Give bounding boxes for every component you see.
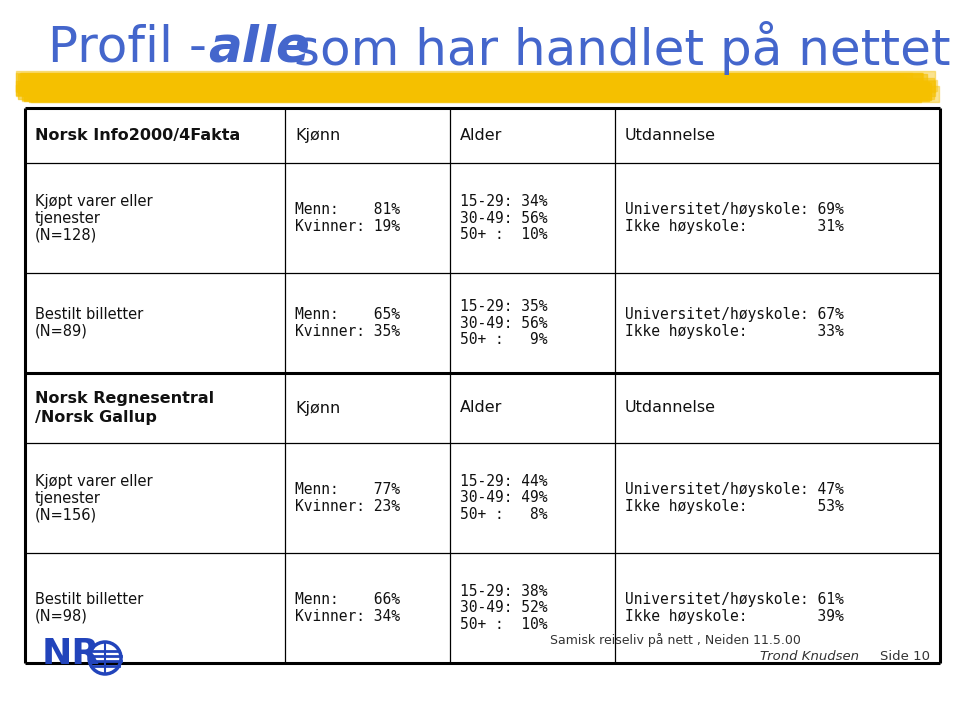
Text: 30-49: 49%: 30-49: 49% [460, 490, 547, 505]
Text: /Norsk Gallup: /Norsk Gallup [35, 410, 156, 425]
Text: Alder: Alder [460, 401, 502, 416]
Text: Kvinner: 19%: Kvinner: 19% [295, 219, 400, 234]
Text: Universitet/høyskole: 47%: Universitet/høyskole: 47% [625, 482, 844, 497]
Text: 15-29: 38%: 15-29: 38% [460, 584, 547, 599]
Text: Menn:    65%: Menn: 65% [295, 307, 400, 322]
Text: alle: alle [208, 24, 310, 72]
Text: Menn:    66%: Menn: 66% [295, 592, 400, 607]
Text: 50+ :  10%: 50+ : 10% [460, 617, 547, 633]
Text: 30-49: 52%: 30-49: 52% [460, 600, 547, 615]
Text: Trond Knudsen: Trond Knudsen [760, 650, 859, 663]
Text: som har handlet på nettet: som har handlet på nettet [278, 21, 950, 75]
Text: Norsk Info2000/4Fakta: Norsk Info2000/4Fakta [35, 128, 240, 143]
Text: Kjønn: Kjønn [295, 401, 340, 416]
Text: Kvinner: 23%: Kvinner: 23% [295, 499, 400, 514]
Text: Kjøpt varer eller: Kjøpt varer eller [35, 474, 153, 489]
Text: Norsk Regnesentral: Norsk Regnesentral [35, 391, 214, 406]
Text: NR: NR [42, 637, 100, 671]
Text: 50+ :   8%: 50+ : 8% [460, 508, 547, 522]
Text: (N=156): (N=156) [35, 508, 97, 522]
Text: Kjønn: Kjønn [295, 128, 340, 143]
Text: Ikke høyskole:        33%: Ikke høyskole: 33% [625, 324, 844, 339]
Text: Universitet/høyskole: 67%: Universitet/høyskole: 67% [625, 307, 844, 322]
Text: 30-49: 56%: 30-49: 56% [460, 315, 547, 330]
Text: 30-49: 56%: 30-49: 56% [460, 210, 547, 225]
Text: 15-29: 44%: 15-29: 44% [460, 474, 547, 489]
Text: Kvinner: 35%: Kvinner: 35% [295, 324, 400, 339]
Text: Profil -: Profil - [48, 24, 223, 72]
Text: Kjøpt varer eller: Kjøpt varer eller [35, 194, 153, 209]
Text: tjenester: tjenester [35, 210, 101, 225]
Text: Universitet/høyskole: 69%: Universitet/høyskole: 69% [625, 202, 844, 217]
Text: Menn:    77%: Menn: 77% [295, 482, 400, 497]
Text: Kvinner: 34%: Kvinner: 34% [295, 609, 400, 624]
Text: Ikke høyskole:        53%: Ikke høyskole: 53% [625, 499, 844, 514]
Text: Utdannelse: Utdannelse [625, 128, 716, 143]
Text: Ikke høyskole:        39%: Ikke høyskole: 39% [625, 609, 844, 624]
Text: 50+ :  10%: 50+ : 10% [460, 228, 547, 242]
Text: Bestilt billetter: Bestilt billetter [35, 307, 143, 322]
Text: 50+ :   9%: 50+ : 9% [460, 332, 547, 348]
Text: Side 10: Side 10 [880, 650, 930, 663]
Text: Ikke høyskole:        31%: Ikke høyskole: 31% [625, 219, 844, 234]
Text: (N=128): (N=128) [35, 228, 97, 242]
Text: 15-29: 34%: 15-29: 34% [460, 194, 547, 209]
Text: Menn:    81%: Menn: 81% [295, 202, 400, 217]
Text: tjenester: tjenester [35, 490, 101, 505]
Text: Utdannelse: Utdannelse [625, 401, 716, 416]
Text: (N=98): (N=98) [35, 609, 88, 624]
Text: Samisk reiseliv på nett , Neiden 11.5.00: Samisk reiseliv på nett , Neiden 11.5.00 [550, 633, 801, 647]
Text: 15-29: 35%: 15-29: 35% [460, 299, 547, 314]
Text: (N=89): (N=89) [35, 324, 88, 339]
Text: Universitet/høyskole: 61%: Universitet/høyskole: 61% [625, 592, 844, 607]
Text: Bestilt billetter: Bestilt billetter [35, 592, 143, 607]
Text: Alder: Alder [460, 128, 502, 143]
